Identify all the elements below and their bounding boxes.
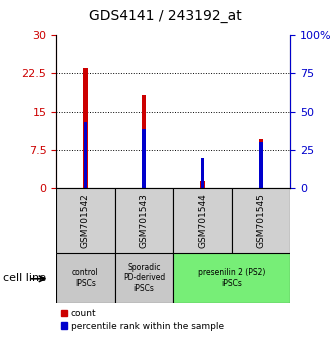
Bar	[83, 68, 88, 188]
FancyBboxPatch shape	[115, 188, 173, 253]
FancyBboxPatch shape	[173, 188, 232, 253]
FancyBboxPatch shape	[56, 188, 115, 253]
Bar	[259, 139, 263, 188]
Text: control
IPSCs: control IPSCs	[72, 268, 99, 287]
Text: GSM701542: GSM701542	[81, 193, 90, 248]
FancyBboxPatch shape	[232, 188, 290, 253]
Bar	[201, 158, 204, 188]
Bar	[259, 142, 263, 188]
FancyBboxPatch shape	[173, 253, 290, 303]
Legend: count, percentile rank within the sample: count, percentile rank within the sample	[61, 309, 224, 331]
Text: GSM701545: GSM701545	[257, 193, 266, 248]
Text: cell line: cell line	[3, 273, 46, 283]
FancyBboxPatch shape	[115, 253, 173, 303]
Bar	[142, 129, 146, 188]
Text: GSM701543: GSM701543	[140, 193, 148, 248]
Text: GDS4141 / 243192_at: GDS4141 / 243192_at	[89, 9, 241, 23]
Bar	[142, 95, 146, 188]
Text: Sporadic
PD-derived
iPSCs: Sporadic PD-derived iPSCs	[123, 263, 165, 293]
FancyBboxPatch shape	[56, 253, 115, 303]
Bar	[200, 181, 205, 188]
Text: GSM701544: GSM701544	[198, 193, 207, 248]
Text: presenilin 2 (PS2)
iPSCs: presenilin 2 (PS2) iPSCs	[198, 268, 266, 287]
Bar	[83, 122, 87, 188]
